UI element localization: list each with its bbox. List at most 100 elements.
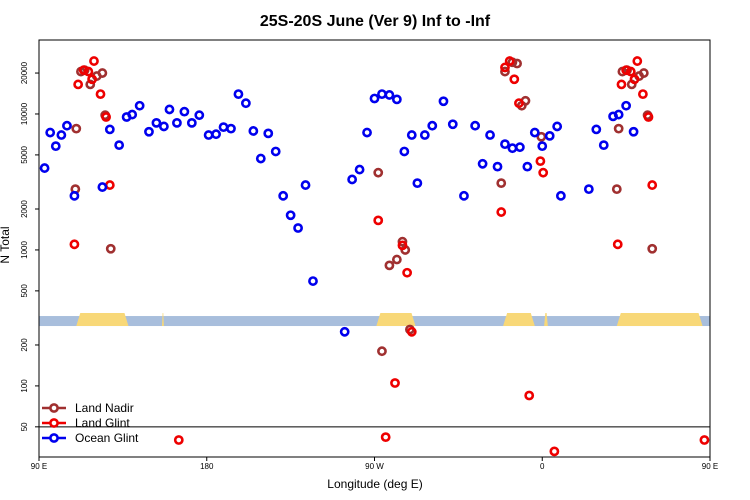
data-point (470, 120, 481, 131)
data-point (549, 446, 560, 457)
data-point (438, 96, 449, 107)
legend-label: Land Glint (75, 416, 130, 430)
data-point (391, 254, 402, 265)
data-point (158, 121, 169, 132)
data-point (62, 120, 72, 131)
legend-label: Land Nadir (75, 401, 134, 415)
data-point (179, 106, 190, 117)
data-point (612, 239, 623, 250)
land-ocean-bar (39, 313, 710, 428)
data-point (308, 276, 318, 286)
data-point (625, 66, 636, 77)
data-point (380, 432, 391, 443)
data-point (226, 123, 236, 134)
data-point (591, 124, 602, 135)
data-point (647, 243, 658, 254)
data-point (500, 62, 510, 73)
land-segment (616, 313, 703, 327)
data-point (97, 182, 108, 192)
data-point (270, 146, 281, 157)
data-point (391, 94, 402, 105)
data-point (535, 156, 546, 167)
data-point (628, 126, 639, 137)
y-tick-label: 5000 (20, 145, 29, 163)
data-point (104, 124, 115, 135)
data-point (194, 110, 205, 121)
data-point (621, 100, 632, 111)
data-point (537, 141, 548, 152)
data-point (555, 190, 566, 201)
chart-title: 25S-20S June (Ver 9) Inf to -Inf (260, 13, 491, 30)
data-point (616, 79, 627, 90)
data-point (151, 117, 162, 128)
data-point (638, 89, 648, 100)
data-point (114, 140, 125, 151)
data-point (362, 127, 372, 138)
x-tick-label: 180 (200, 462, 214, 471)
data-point (504, 56, 515, 66)
data-point (509, 74, 520, 85)
data-point (73, 79, 84, 90)
data-points (39, 56, 710, 457)
legend-marker (49, 403, 59, 413)
data-point (263, 128, 274, 139)
y-axis: 50 100 200 500 1000 2000 5000 10000 20000 (20, 61, 39, 431)
series-land-glint (69, 56, 710, 457)
data-point (373, 215, 384, 226)
data-point (643, 112, 654, 122)
data-point (240, 98, 251, 109)
data-point (172, 117, 182, 128)
data-point (377, 89, 387, 100)
series-land-nadir (70, 57, 658, 357)
data-point (397, 240, 408, 251)
data-point (611, 184, 622, 195)
plot-frame (38, 39, 711, 458)
data-point (412, 178, 423, 189)
data-point (419, 130, 430, 140)
land-segment (376, 313, 416, 327)
data-point (71, 123, 82, 134)
data-point (632, 56, 643, 66)
data-point (248, 126, 259, 136)
data-point (369, 93, 380, 104)
y-tick-label: 200 (20, 338, 29, 352)
data-point (427, 120, 438, 131)
data-point (211, 129, 221, 140)
data-point (78, 65, 89, 76)
data-point (285, 210, 296, 221)
data-point (544, 130, 555, 141)
x-tick-label: 90 E (31, 462, 47, 471)
data-point (104, 180, 115, 190)
data-point (384, 260, 395, 271)
data-point (127, 109, 138, 120)
data-point (638, 68, 649, 78)
data-point (621, 65, 632, 76)
data-point (255, 153, 266, 164)
data-point (373, 167, 384, 178)
data-point (97, 68, 108, 78)
legend-label: Ocean Glint (75, 431, 139, 445)
data-point (50, 141, 61, 152)
data-point (647, 180, 658, 190)
data-point (45, 127, 56, 138)
legend-marker (49, 418, 59, 428)
data-point (354, 164, 365, 175)
data-point (87, 74, 98, 85)
data-point (524, 390, 535, 401)
x-tick-label: 90 W (365, 462, 384, 471)
ocean-band (39, 316, 710, 327)
x-tick-label: 90 E (702, 462, 718, 471)
data-point (101, 112, 111, 122)
data-point (95, 89, 106, 100)
data-point (552, 121, 563, 132)
data-point (293, 223, 303, 233)
data-point (538, 167, 549, 178)
y-tick-label: 100 (20, 379, 29, 393)
y-tick-label: 10000 (20, 102, 29, 125)
data-point (173, 435, 184, 445)
x-axis-label: Longitude (deg E) (327, 477, 422, 491)
data-point (105, 243, 116, 254)
data-point (529, 127, 540, 138)
